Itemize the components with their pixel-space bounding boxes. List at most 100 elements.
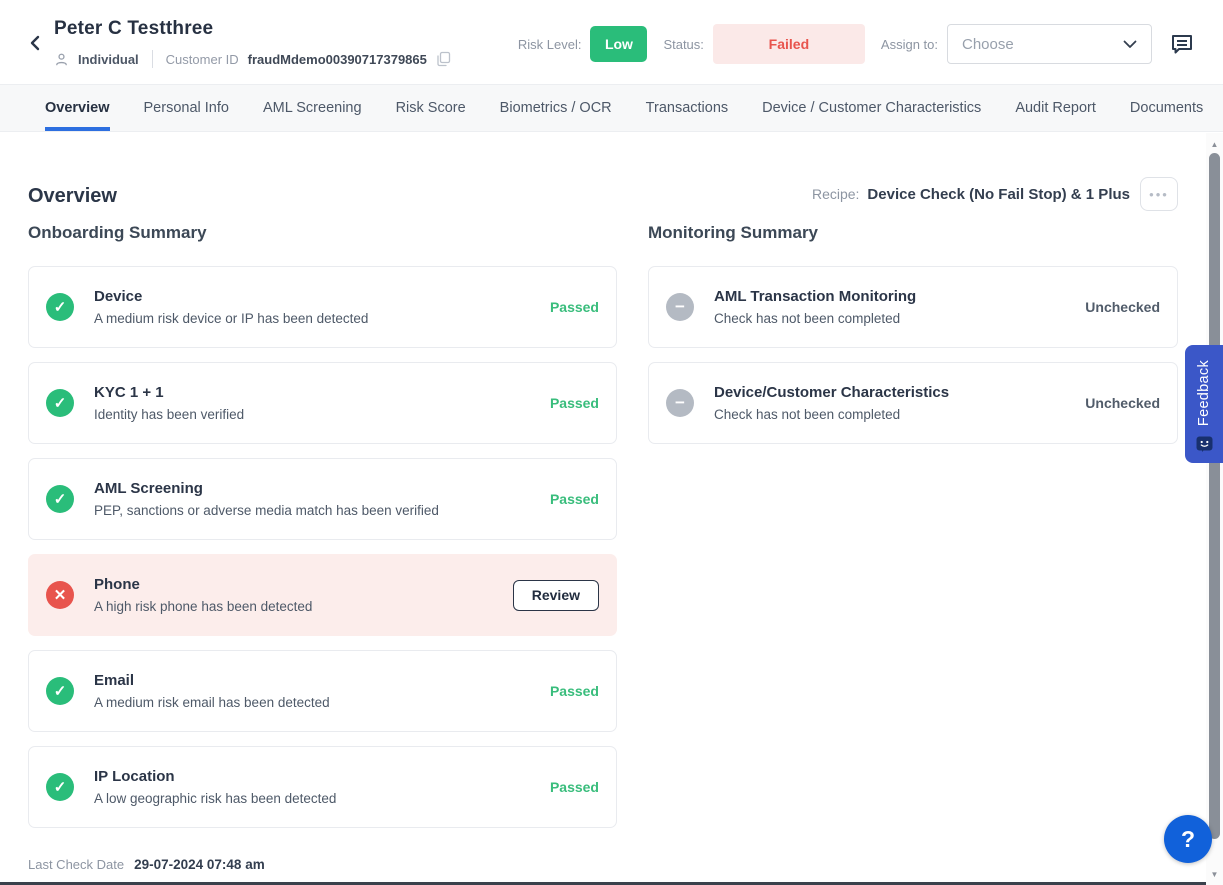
- x-circle-icon: ✕: [46, 581, 74, 609]
- card-title: AML Transaction Monitoring: [714, 288, 917, 305]
- status-label: Status:: [663, 36, 704, 52]
- more-options-button[interactable]: •••: [1140, 177, 1178, 211]
- minus-circle-icon: −: [666, 293, 694, 321]
- back-button[interactable]: [26, 33, 46, 53]
- check-card-ip-location: ✓ IP Location A low geographic risk has …: [28, 746, 617, 828]
- smiley-icon: [1196, 436, 1212, 452]
- check-card-device: ✓ Device A medium risk device or IP has …: [28, 266, 617, 348]
- minus-circle-icon: −: [666, 389, 694, 417]
- risk-level-label: Risk Level:: [517, 36, 582, 52]
- check-circle-icon: ✓: [46, 389, 74, 417]
- divider: [151, 50, 153, 68]
- monitoring-summary-title: Monitoring Summary: [648, 223, 819, 242]
- question-mark-icon: ?: [1180, 825, 1196, 852]
- check-card-phone: ✕ Phone A high risk phone has been detec…: [28, 554, 617, 636]
- tab-label: Personal Info: [143, 100, 229, 116]
- check-circle-icon: ✓: [46, 773, 74, 801]
- status-text: Passed: [549, 395, 599, 411]
- tab-audit-report[interactable]: Audit Report: [1015, 85, 1096, 131]
- chevron-down-icon: [1123, 40, 1137, 48]
- ellipsis-icon: •••: [1149, 186, 1169, 202]
- scroll-down-arrow-icon[interactable]: ▼: [1210, 869, 1219, 879]
- status-text: Passed: [549, 779, 599, 795]
- card-title: Device: [94, 288, 143, 305]
- customer-id-value: fraudMdemo00390717379865: [247, 51, 427, 67]
- card-title: Email: [94, 672, 135, 689]
- comment-icon: [1172, 35, 1192, 54]
- recipe-row: Recipe: Device Check (No Fail Stop) & 1 …: [812, 177, 1178, 211]
- tab-label: Documents: [1129, 100, 1204, 116]
- comments-button[interactable]: [1168, 30, 1196, 58]
- card-text: IP Location A low geographic risk has be…: [94, 768, 550, 806]
- card-text: KYC 1 + 1 Identity has been verified: [94, 384, 550, 422]
- onboarding-summary-title: Onboarding Summary: [28, 223, 207, 242]
- tab-biometrics-ocr[interactable]: Biometrics / OCR: [500, 85, 612, 131]
- vertical-scrollbar[interactable]: ▲ ▼: [1206, 133, 1223, 885]
- feedback-tab[interactable]: Feedback: [1185, 345, 1223, 463]
- monitoring-summary-list: − AML Transaction Monitoring Check has n…: [648, 266, 1178, 458]
- card-description: A low geographic risk has been detected: [94, 791, 337, 806]
- card-description: A medium risk device or IP has been dete…: [94, 311, 369, 326]
- check-card-kyc: ✓ KYC 1 + 1 Identity has been verified P…: [28, 362, 617, 444]
- assign-to-placeholder: Choose: [962, 35, 1014, 53]
- status-text: Passed: [549, 491, 599, 507]
- scrollbar-thumb[interactable]: [1209, 153, 1220, 839]
- person-icon: [56, 53, 67, 65]
- assign-to-select[interactable]: Choose: [947, 24, 1152, 64]
- window-bottom-edge: [0, 882, 1206, 885]
- check-card-email: ✓ Email A medium risk email has been det…: [28, 650, 617, 732]
- tab-transactions[interactable]: Transactions: [646, 85, 728, 131]
- recipe-label: Recipe:: [811, 186, 860, 202]
- help-button[interactable]: ?: [1164, 815, 1212, 863]
- customer-name: Peter C Testthree: [54, 18, 214, 39]
- main-content: Overview Recipe: Device Check (No Fail S…: [0, 133, 1206, 885]
- card-text: Phone A high risk phone has been detecte…: [94, 576, 513, 614]
- tab-label: Overview: [45, 100, 110, 116]
- tab-label: Transactions: [645, 100, 729, 116]
- header-actions: Risk Level: Low Status: Failed Assign to…: [518, 24, 1196, 64]
- tab-aml-screening[interactable]: AML Screening: [263, 85, 362, 131]
- card-title: KYC 1 + 1: [94, 384, 164, 401]
- last-check-row: Last Check Date 29-07-2024 07:48 am: [28, 857, 265, 872]
- header: Peter C Testthree Individual Customer ID…: [0, 0, 1223, 84]
- status-text: Unchecked: [1085, 299, 1160, 315]
- customer-type: Individual: [78, 51, 139, 67]
- card-description: Check has not been completed: [714, 311, 901, 326]
- card-description: PEP, sanctions or adverse media match ha…: [94, 503, 439, 518]
- tab-overview[interactable]: Overview: [45, 85, 110, 131]
- check-card-aml-transaction-monitoring: − AML Transaction Monitoring Check has n…: [648, 266, 1178, 348]
- card-description: A medium risk email has been detected: [94, 695, 330, 710]
- feedback-label: Feedback: [1196, 359, 1212, 426]
- tab-personal-info[interactable]: Personal Info: [144, 85, 229, 131]
- card-text: Email A medium risk email has been detec…: [94, 672, 550, 710]
- card-description: A high risk phone has been detected: [94, 599, 313, 614]
- recipe-value: Device Check (No Fail Stop) & 1 Plus: [867, 185, 1130, 203]
- tab-label: AML Screening: [262, 100, 362, 116]
- status-text: Passed: [549, 299, 599, 315]
- tab-risk-score[interactable]: Risk Score: [396, 85, 466, 131]
- card-description: Identity has been verified: [94, 407, 245, 422]
- check-card-device-customer-characteristics: − Device/Customer Characteristics Check …: [648, 362, 1178, 444]
- last-check-value: 29-07-2024 07:48 am: [134, 857, 265, 872]
- card-text: AML Transaction Monitoring Check has not…: [714, 288, 1085, 326]
- customer-subinfo: Individual Customer ID fraudMdemo0039071…: [54, 50, 451, 68]
- check-circle-icon: ✓: [46, 485, 74, 513]
- tab-label: Biometrics / OCR: [499, 100, 612, 116]
- risk-level-badge: Low: [590, 26, 648, 62]
- tab-label: Audit Report: [1015, 100, 1096, 116]
- card-text: Device A medium risk device or IP has be…: [94, 288, 550, 326]
- tab-documents[interactable]: Documents: [1130, 85, 1203, 131]
- copy-icon[interactable]: [436, 51, 451, 67]
- active-tab-underline: [45, 127, 110, 131]
- check-circle-icon: ✓: [46, 677, 74, 705]
- tab-label: Device / Customer Characteristics: [762, 100, 982, 116]
- assign-to-label: Assign to:: [880, 36, 938, 52]
- check-card-aml-screening: ✓ AML Screening PEP, sanctions or advers…: [28, 458, 617, 540]
- scroll-up-arrow-icon[interactable]: ▲: [1210, 139, 1219, 149]
- chevron-left-icon: [30, 35, 40, 51]
- review-button[interactable]: Review: [512, 579, 599, 611]
- card-title: IP Location: [94, 768, 175, 785]
- tab-bar: Overview Personal Info AML Screening Ris…: [0, 84, 1223, 132]
- tab-device-customer-characteristics[interactable]: Device / Customer Characteristics: [762, 85, 981, 131]
